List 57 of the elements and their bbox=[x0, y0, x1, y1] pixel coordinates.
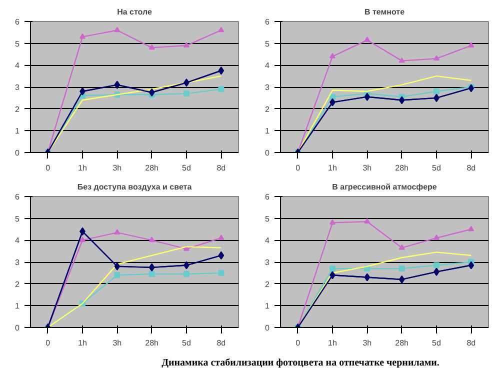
y-tick-label: 5 bbox=[265, 214, 270, 224]
x-tick-label: 0 bbox=[296, 164, 301, 172]
y-tick-label: 5 bbox=[15, 214, 20, 224]
chart-title: На столе bbox=[117, 8, 152, 16]
y-tick-label: 1 bbox=[265, 302, 270, 311]
x-tick-label: 28h bbox=[395, 338, 409, 348]
x-tick-label: 0 bbox=[46, 338, 51, 348]
y-tick-label: 2 bbox=[15, 104, 20, 114]
y-tick-label: 1 bbox=[265, 126, 270, 136]
y-tick-label: 0 bbox=[15, 324, 20, 332]
y-tick-label: 3 bbox=[265, 258, 270, 267]
x-tick-label: 8d bbox=[216, 338, 226, 348]
x-tick-label: 3h bbox=[112, 338, 122, 348]
y-tick-label: 3 bbox=[15, 258, 20, 267]
y-tick-label: 6 bbox=[265, 192, 270, 202]
x-tick-label: 3h bbox=[362, 338, 372, 348]
y-tick-label: 5 bbox=[265, 39, 270, 48]
x-tick-label: 28h bbox=[395, 164, 409, 172]
y-tick-label: 6 bbox=[265, 18, 270, 26]
y-tick-label: 2 bbox=[15, 280, 20, 289]
y-tick-label: 0 bbox=[265, 148, 270, 158]
y-tick-label: 0 bbox=[265, 324, 270, 332]
x-tick-label: 8d bbox=[216, 164, 226, 172]
y-tick-label: 4 bbox=[15, 236, 20, 246]
y-tick-label: 2 bbox=[265, 280, 270, 289]
x-tick-label: 1h bbox=[328, 338, 337, 348]
x-tick-label: 1h bbox=[328, 164, 337, 172]
y-tick-label: 6 bbox=[15, 192, 20, 202]
y-tick-label: 4 bbox=[265, 236, 270, 246]
x-tick-label: 8d bbox=[466, 164, 476, 172]
y-tick-label: 1 bbox=[15, 126, 20, 136]
x-tick-label: 0 bbox=[296, 338, 301, 348]
y-tick-label: 4 bbox=[265, 61, 270, 70]
x-tick-label: 5d bbox=[182, 164, 191, 172]
x-tick-label: 1h bbox=[78, 338, 87, 348]
chart-title: Без доступа воздуха и света bbox=[77, 182, 192, 192]
y-tick-label: 5 bbox=[15, 39, 20, 48]
chart-title: В темноте bbox=[364, 8, 406, 16]
chart-title: В агрессивной атмосфере bbox=[332, 182, 438, 192]
text: Динамика стабилизации фотоцвета на отпечатке чернилами. bbox=[162, 358, 440, 368]
y-tick-label: 4 bbox=[15, 61, 20, 70]
y-tick-label: 0 bbox=[15, 148, 20, 158]
x-tick-label: 0 bbox=[46, 164, 51, 172]
x-tick-label: 28h bbox=[145, 338, 159, 348]
y-tick-label: 2 bbox=[265, 104, 270, 114]
x-tick-label: 3h bbox=[362, 164, 372, 172]
y-tick-label: 3 bbox=[15, 83, 20, 92]
x-tick-label: 8d bbox=[466, 338, 476, 348]
x-tick-label: 1h bbox=[78, 164, 87, 172]
x-tick-label: 3h bbox=[112, 164, 122, 172]
x-tick-label: 28h bbox=[145, 164, 159, 172]
y-tick-label: 6 bbox=[15, 18, 20, 26]
y-tick-label: 3 bbox=[265, 83, 270, 92]
y-tick-label: 1 bbox=[15, 302, 20, 311]
x-tick-label: 5d bbox=[432, 164, 441, 172]
x-tick-label: 5d bbox=[182, 338, 191, 348]
x-tick-label: 5d bbox=[432, 338, 441, 348]
